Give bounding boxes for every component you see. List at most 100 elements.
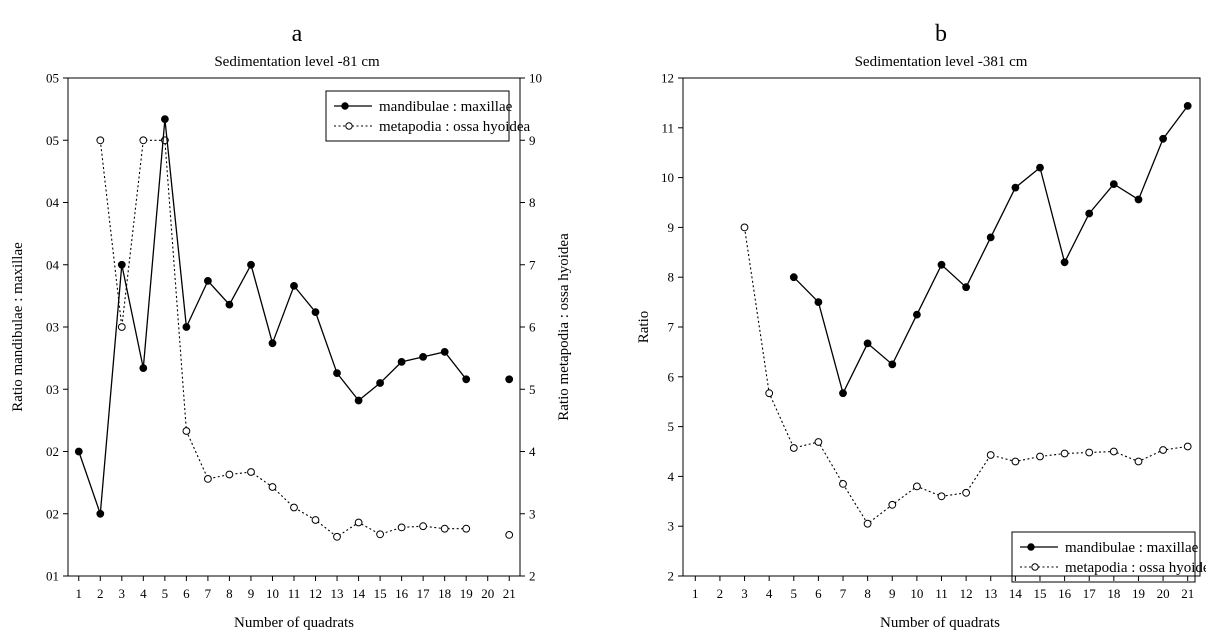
data-point-mandibulae-maxillae xyxy=(204,277,212,285)
data-point-mandibulae-maxillae xyxy=(1036,163,1044,172)
x-tick-label: 1 xyxy=(76,586,83,601)
y-tick-label: 8 xyxy=(668,270,675,285)
x-tick-label: 21 xyxy=(503,586,516,601)
legend-marker-open-b xyxy=(1031,563,1039,571)
y-axis-label-b: Ratio xyxy=(636,311,652,344)
y-tick-label: 2 xyxy=(668,569,675,584)
y-tick-label: 05 xyxy=(46,133,59,148)
x-tick-label: 8 xyxy=(226,586,233,601)
x-tick-label: 6 xyxy=(183,586,190,601)
data-point-mandibulae-maxillae xyxy=(139,364,148,373)
y2-tick-label: 5 xyxy=(529,382,536,397)
data-point-mandibulae-maxillae xyxy=(986,233,995,242)
data-point-mandibulae-maxillae xyxy=(74,447,83,456)
y2-tick-label: 2 xyxy=(529,569,536,584)
data-point-metapodia-ossa-hyoidea xyxy=(376,530,385,539)
data-point-metapodia-ossa-hyoidea xyxy=(96,136,105,145)
data-point-metapodia-ossa-hyoidea xyxy=(290,503,298,512)
data-point-mandibulae-maxillae xyxy=(1011,183,1020,192)
data-point-metapodia-ossa-hyoidea xyxy=(839,480,847,488)
data-point-metapodia-ossa-hyoidea xyxy=(139,136,148,145)
x-tick-label: 12 xyxy=(960,586,973,601)
x-tick-label: 10 xyxy=(910,586,923,601)
x-tick-label: 8 xyxy=(864,586,871,601)
chart-panel-a: a Sedimentation level -81 cm 1 2 3 4 5 6 7 8 9 10… xyxy=(10,21,572,631)
data-point-mandibulae-maxillae xyxy=(225,300,234,309)
legend-a: mandibulae : maxillae metapodia : ossa h… xyxy=(325,90,531,142)
x-tick-label: 13 xyxy=(331,586,344,601)
data-point-mandibulae-maxillae xyxy=(1134,195,1143,204)
x-tick-label: 14 xyxy=(352,586,366,601)
y2-tick-label: 6 xyxy=(529,320,536,335)
y-tick-label: 3 xyxy=(668,519,675,534)
panel-letter-a: a xyxy=(292,21,303,47)
data-point-mandibulae-maxillae xyxy=(505,375,514,384)
x-tick-label: 19 xyxy=(1132,586,1145,601)
x-tick-label: 15 xyxy=(1033,586,1046,601)
x-tick-label: 9 xyxy=(248,586,255,601)
data-point-metapodia-ossa-hyoidea xyxy=(225,470,234,479)
x-tick-label: 16 xyxy=(1058,586,1072,601)
y-tick-label: 03 xyxy=(46,382,59,397)
chart-title-a: Sedimentation level -81 cm xyxy=(214,54,380,70)
y2-tick-label: 4 xyxy=(529,444,536,459)
data-point-mandibulae-maxillae xyxy=(1060,258,1069,267)
data-point-mandibulae-maxillae xyxy=(913,310,921,319)
data-point-mandibulae-maxillae xyxy=(962,283,970,292)
data-point-mandibulae-maxillae xyxy=(182,323,191,331)
data-point-metapodia-ossa-hyoidea xyxy=(333,532,341,541)
legend-label-a-2: metapodia : ossa hyoidea xyxy=(379,119,531,135)
y-tick-label: 4 xyxy=(668,469,675,484)
y-axis-right-a: 2 3 4 5 6 7 8 9 10 xyxy=(520,71,542,584)
data-point-mandibulae-maxillae xyxy=(440,348,449,356)
legend-marker-filled-a xyxy=(341,102,349,110)
data-point-metapodia-ossa-hyoidea xyxy=(462,524,471,533)
data-point-metapodia-ossa-hyoidea xyxy=(913,482,921,491)
data-point-metapodia-ossa-hyoidea xyxy=(182,427,191,435)
x-tick-label: 11 xyxy=(288,586,301,601)
legend-marker-open-a xyxy=(345,122,353,130)
x-tick-label: 6 xyxy=(815,586,822,601)
y2-tick-label: 8 xyxy=(529,195,536,210)
data-point-metapodia-ossa-hyoidea xyxy=(505,531,514,539)
x-tick-label: 19 xyxy=(460,586,473,601)
x-tick-label: 2 xyxy=(97,586,104,601)
data-point-mandibulae-maxillae xyxy=(354,396,363,405)
x-tick-label: 1 xyxy=(692,586,699,601)
data-point-mandibulae-maxillae xyxy=(311,308,320,317)
y-tick-label: 01 xyxy=(46,569,59,584)
data-point-metapodia-ossa-hyoidea xyxy=(1085,448,1094,457)
data-point-mandibulae-maxillae xyxy=(290,282,298,290)
x-tick-label: 13 xyxy=(984,586,997,601)
x-tick-label: 17 xyxy=(417,586,431,601)
x-tick-label: 18 xyxy=(438,586,451,601)
chart-title-b: Sedimentation level -381 cm xyxy=(855,54,1028,70)
data-point-metapodia-ossa-hyoidea xyxy=(888,500,897,509)
x-tick-label: 9 xyxy=(889,586,896,601)
data-point-metapodia-ossa-hyoidea xyxy=(354,518,363,527)
series-line-mandibulae-maxillae xyxy=(78,119,467,515)
x-axis-a: 1 2 3 4 5 6 7 8 9 10 11 12 13 14 15 16 17 18 19 20 21 xyxy=(76,576,516,601)
x-tick-label: 4 xyxy=(766,586,773,601)
y-axis-label-a: Ratio mandibulae : maxillae xyxy=(10,242,26,412)
y-tick-label: 05 xyxy=(46,71,59,86)
data-point-metapodia-ossa-hyoidea xyxy=(1183,442,1192,451)
data-point-metapodia-ossa-hyoidea xyxy=(765,389,774,398)
data-point-metapodia-ossa-hyoidea xyxy=(789,444,798,452)
panel-letter-b: b xyxy=(935,21,947,47)
data-point-mandibulae-maxillae xyxy=(1109,180,1118,189)
data-point-metapodia-ossa-hyoidea xyxy=(419,522,428,531)
x-tick-label: 4 xyxy=(140,586,147,601)
y2-tick-label: 7 xyxy=(529,257,536,272)
y-tick-label: 7 xyxy=(668,320,675,335)
data-point-metapodia-ossa-hyoidea xyxy=(247,468,255,476)
x-tick-label: 5 xyxy=(791,586,798,601)
series-line-metapodia-ossa-hyoidea xyxy=(99,139,467,538)
x-tick-label: 2 xyxy=(717,586,724,601)
data-point-metapodia-ossa-hyoidea xyxy=(117,323,126,331)
data-point-metapodia-ossa-hyoidea xyxy=(814,438,823,446)
y2-axis-label-a: Ratio metapodia : ossa hyoidea xyxy=(556,233,572,421)
data-point-metapodia-ossa-hyoidea xyxy=(1036,452,1044,461)
